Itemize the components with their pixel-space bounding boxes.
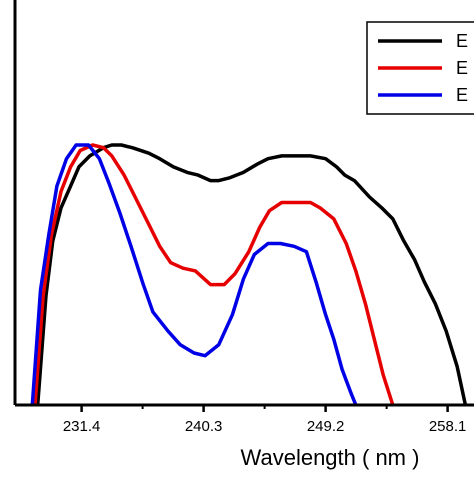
series-layer	[30, 143, 468, 406]
x-axis-label: Wavelength ( nm )	[241, 445, 420, 470]
series-line-1	[35, 143, 468, 406]
x-tick-label: 240.3	[185, 418, 223, 435]
series-line-3	[30, 143, 358, 406]
legend-label-1: E	[456, 31, 468, 51]
x-tick-label: 258.1	[429, 418, 467, 435]
x-tick-label: 249.2	[307, 418, 345, 435]
x-tick-label: 231.4	[63, 418, 101, 435]
legend-label-2: E	[456, 58, 468, 78]
legend: EEE	[366, 21, 474, 115]
series-line-2	[33, 143, 395, 406]
legend-label-3: E	[456, 85, 468, 105]
